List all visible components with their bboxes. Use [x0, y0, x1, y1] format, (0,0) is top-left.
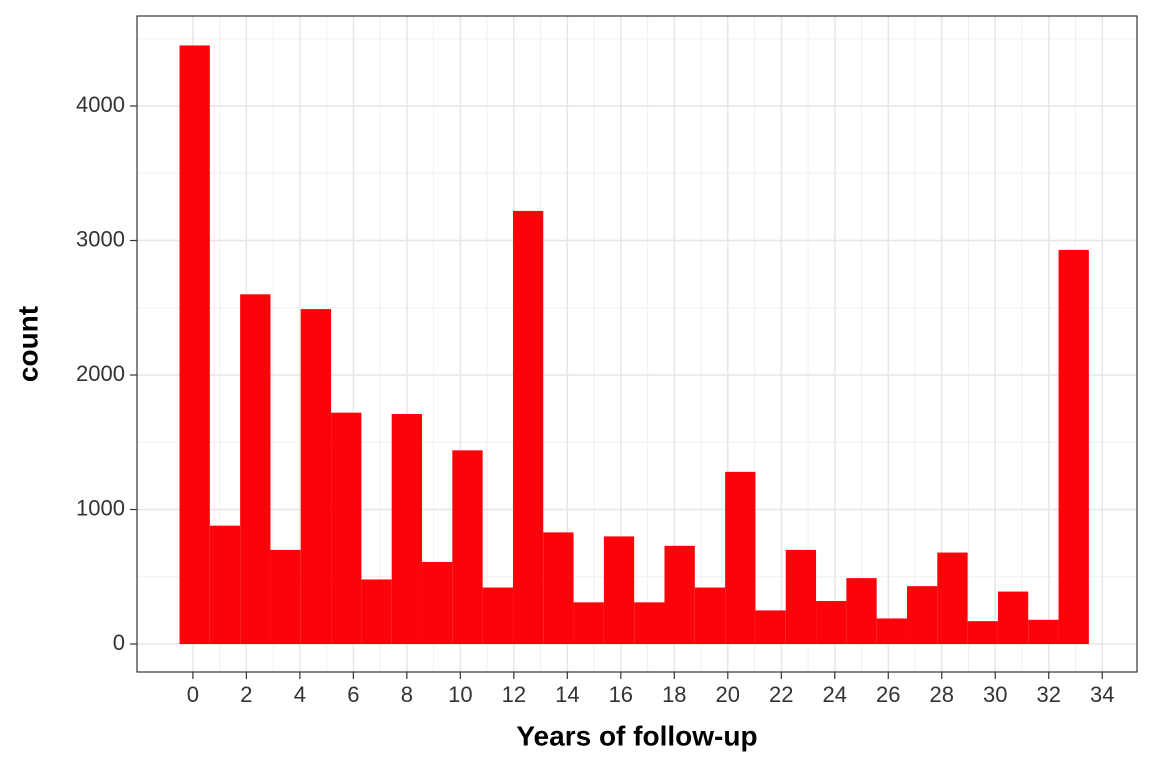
- x-tick-label: 6: [347, 682, 359, 707]
- bar: [422, 561, 453, 645]
- x-axis-title: Years of follow-up: [516, 720, 757, 751]
- bar: [694, 587, 726, 645]
- bar: [846, 578, 877, 645]
- x-tick-label: 2: [240, 682, 252, 707]
- bar: [391, 414, 423, 645]
- bar: [573, 602, 604, 645]
- bar: [755, 610, 786, 645]
- bar: [876, 618, 907, 645]
- x-tick-label: 10: [448, 682, 472, 707]
- x-tick-label: 0: [187, 682, 199, 707]
- x-tick-label: 4: [294, 682, 306, 707]
- y-tick-label: 0: [113, 630, 125, 655]
- bar: [634, 602, 665, 645]
- x-tick-label: 30: [983, 682, 1007, 707]
- bar: [452, 450, 483, 645]
- panel-border: [136, 15, 1138, 673]
- x-tick-label: 28: [930, 682, 954, 707]
- x-tick-label: 18: [662, 682, 686, 707]
- x-tick-label: 8: [401, 682, 413, 707]
- bar: [937, 552, 968, 645]
- bar: [725, 471, 756, 645]
- x-tick-label: 34: [1090, 682, 1114, 707]
- x-tick-label: 22: [769, 682, 793, 707]
- bar: [997, 591, 1029, 645]
- bar: [967, 621, 998, 645]
- bar: [664, 545, 695, 645]
- y-tick-label: 4000: [76, 92, 125, 117]
- bar: [512, 210, 544, 645]
- bar: [331, 412, 362, 645]
- bar: [816, 600, 847, 645]
- y-tick-label: 2000: [76, 361, 125, 386]
- bar: [603, 536, 635, 645]
- x-tick-label: 16: [609, 682, 633, 707]
- y-tick-label: 1000: [76, 495, 125, 520]
- x-tick-label: 24: [823, 682, 847, 707]
- bar: [1058, 249, 1089, 645]
- x-tick-label: 20: [716, 682, 740, 707]
- y-tick-label: 3000: [76, 226, 125, 251]
- bar: [270, 549, 301, 645]
- bar: [482, 587, 513, 645]
- bar: [785, 549, 817, 645]
- x-tick-label: 26: [876, 682, 900, 707]
- bar: [300, 309, 332, 645]
- bar: [209, 525, 241, 645]
- bar: [543, 532, 574, 645]
- bar: [1028, 619, 1059, 645]
- bar: [906, 586, 938, 645]
- bar: [179, 45, 210, 645]
- bar: [361, 579, 392, 645]
- y-axis-title: count: [12, 306, 43, 382]
- x-tick-label: 14: [555, 682, 579, 707]
- x-tick-label: 32: [1036, 682, 1060, 707]
- x-tick-label: 12: [502, 682, 526, 707]
- bar: [240, 294, 271, 645]
